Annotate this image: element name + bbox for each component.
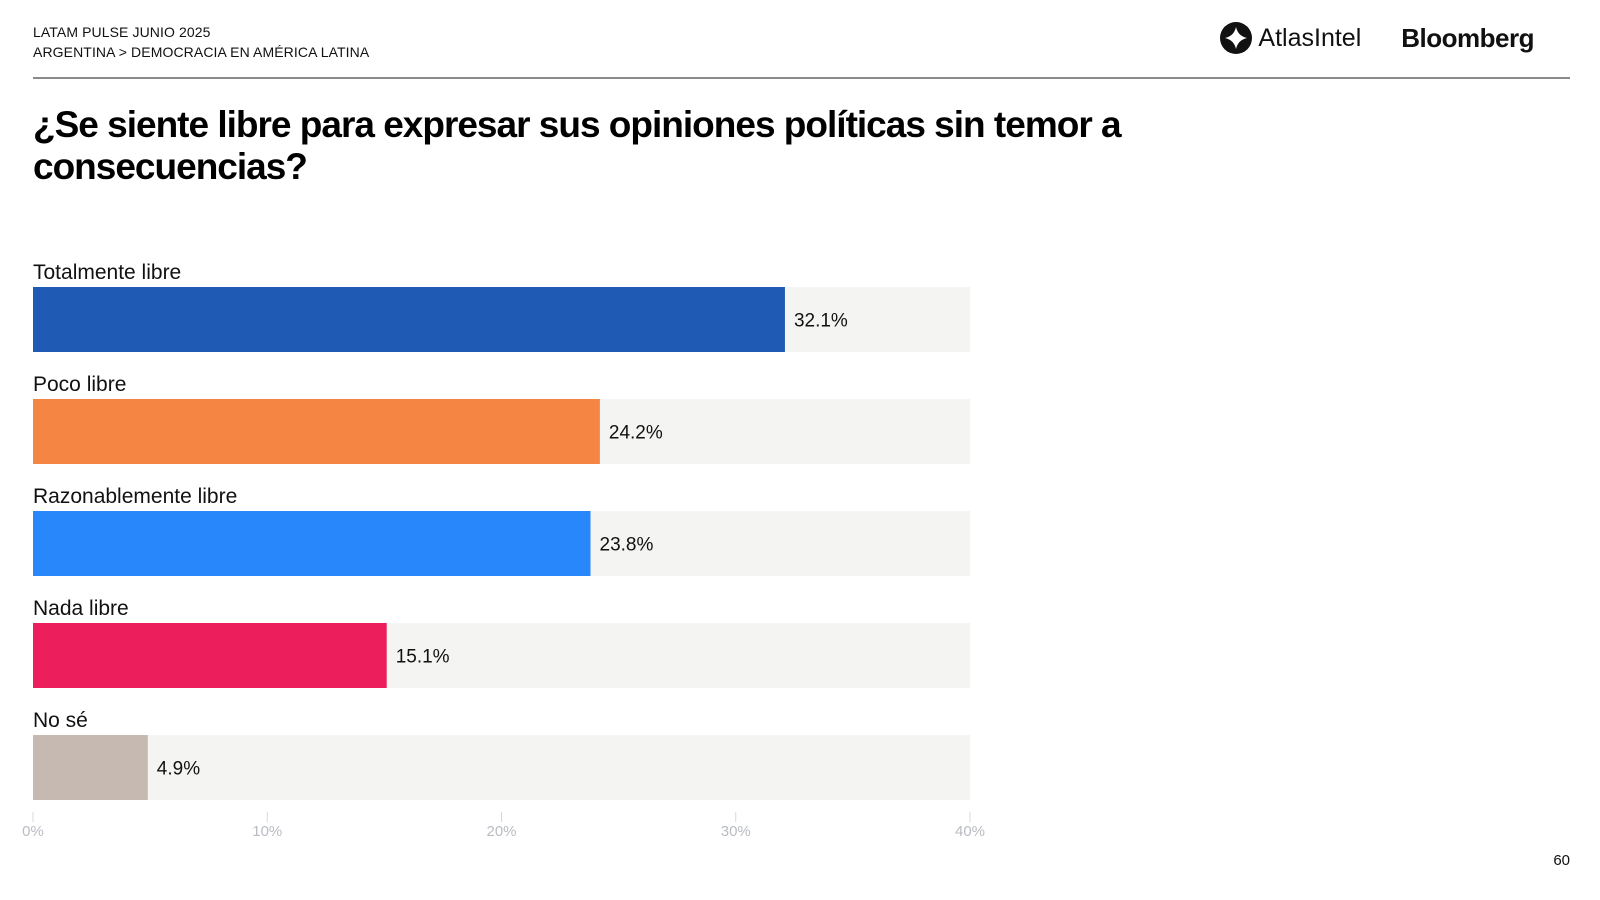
chart-title: ¿Se siente libre para expresar sus opini… [33,104,1122,187]
value-label: 32.1% [794,311,848,332]
bloomberg-logo: Bloomberg [1401,22,1534,53]
value-label: 4.9% [157,759,200,780]
tick-label: 20% [486,823,516,840]
value-label: 24.2% [609,423,663,444]
atlasintel-mark-icon [1220,22,1253,54]
category-label: No sé [33,709,88,732]
value-label: 23.8% [600,535,654,556]
breadcrumb: ARGENTINA > DEMOCRACIA EN AMÉRICA LATINA [33,44,370,60]
tick-label: 40% [955,823,985,840]
bar-track [33,735,970,800]
value-label: 15.1% [396,647,450,668]
category-label: Poco libre [33,373,126,396]
logos: AtlasIntel Bloomberg [1220,22,1534,54]
atlasintel-logo: AtlasIntel [1220,22,1361,54]
tick-label: 0% [22,823,44,840]
header-divider [33,77,1570,79]
category-label: Nada libre [33,597,129,620]
atlasintel-wordmark: AtlasIntel [1258,23,1362,52]
bar [33,287,785,352]
report-series: LATAM PULSE JUNIO 2025 [33,24,211,40]
page-number: 60 [1553,852,1570,869]
report-kicker: LATAM PULSE JUNIO 2025 ARGENTINA > DEMOC… [33,22,369,62]
tick-label: 10% [252,823,282,840]
bar [33,735,148,800]
category-label: Totalmente libre [33,261,181,284]
tick-label: 30% [721,823,751,840]
category-label: Razonablemente libre [33,485,237,508]
bar [33,623,387,688]
bar [33,399,600,464]
bar [33,511,591,576]
